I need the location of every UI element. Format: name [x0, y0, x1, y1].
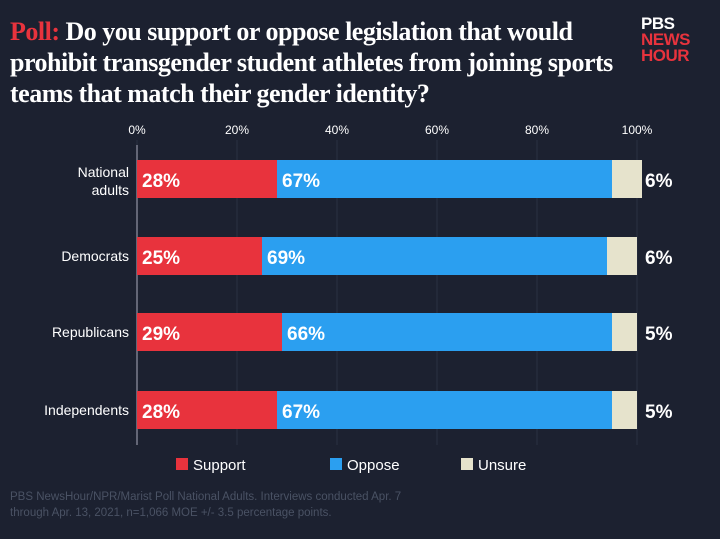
title-text: Do you support or oppose legislation tha… — [10, 17, 613, 108]
category-label: National — [78, 164, 129, 180]
chart-title: Poll: Do you support or oppose legislati… — [10, 16, 630, 109]
footer-line-1: PBS NewsHour/NPR/Marist Poll National Ad… — [10, 491, 402, 503]
category-label: Republicans — [52, 324, 129, 340]
title-prefix: Poll: — [10, 17, 60, 46]
data-label: 6% — [645, 171, 673, 192]
x-tick-label: 20% — [225, 123, 249, 137]
legend-swatch-unsure — [461, 458, 473, 470]
bar-oppose — [282, 313, 612, 351]
legend-label: Unsure — [478, 457, 526, 474]
pbs-newshour-logo: PBS NEWS HOUR — [641, 14, 691, 65]
data-label: 28% — [142, 171, 180, 192]
x-tick-label: 0% — [128, 123, 146, 137]
bar-oppose — [277, 160, 612, 198]
bar-oppose — [262, 237, 607, 275]
data-label: 29% — [142, 324, 180, 345]
category-label: adults — [92, 182, 129, 198]
bar-oppose — [277, 391, 612, 429]
category-label: Independents — [44, 402, 129, 418]
legend-label: Support — [193, 457, 246, 474]
bar-support — [137, 160, 277, 198]
bar-unsure — [612, 391, 637, 429]
logo-line-1: PBS — [641, 14, 675, 33]
data-label: 6% — [645, 248, 673, 269]
footer-line-2: through Apr. 13, 2021, n=1,066 MOE +/- 3… — [10, 507, 332, 519]
data-label: 69% — [267, 248, 305, 269]
legend-swatch-support — [176, 458, 188, 470]
x-tick-label: 80% — [525, 123, 549, 137]
bar-support — [137, 237, 262, 275]
data-label: 5% — [645, 402, 673, 423]
bar-unsure — [612, 160, 642, 198]
data-label: 28% — [142, 402, 180, 423]
x-tick-label: 60% — [425, 123, 449, 137]
data-label: 25% — [142, 248, 180, 269]
footer-source: PBS NewsHour/NPR/Marist Poll National Ad… — [10, 489, 401, 521]
category-label: Democrats — [61, 248, 129, 264]
x-tick-label: 100% — [622, 123, 653, 137]
bar-unsure — [607, 237, 637, 275]
data-label: 67% — [282, 402, 320, 423]
data-label: 5% — [645, 324, 673, 345]
legend-label: Oppose — [347, 457, 400, 474]
bar-unsure — [612, 313, 637, 351]
data-label: 67% — [282, 171, 320, 192]
logo-line-3: HOUR — [641, 46, 690, 65]
logo-line-2: NEWS — [641, 30, 691, 49]
legend-swatch-oppose — [330, 458, 342, 470]
data-label: 66% — [287, 324, 325, 345]
x-tick-label: 40% — [325, 123, 349, 137]
bar-support — [137, 313, 282, 351]
bar-support — [137, 391, 277, 429]
